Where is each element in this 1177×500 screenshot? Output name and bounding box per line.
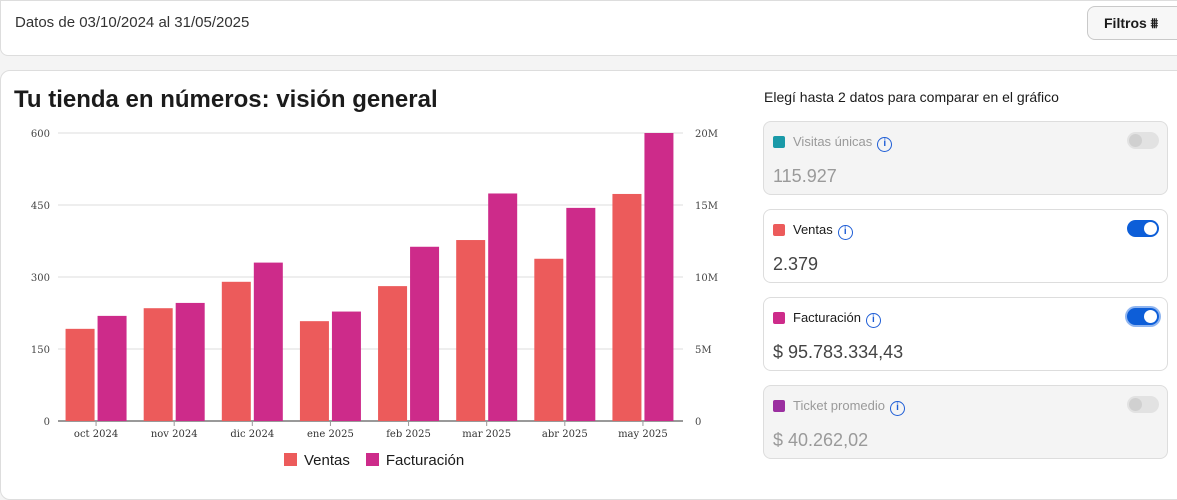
metric-toggle[interactable] xyxy=(1127,220,1159,237)
bar-ventas[interactable] xyxy=(65,328,95,421)
metric-value: $ 95.783.334,43 xyxy=(773,342,904,362)
color-swatch xyxy=(773,312,785,324)
y-tick-right: 20M xyxy=(695,129,718,140)
x-tick-label: may 2025 xyxy=(618,429,668,440)
legend-ventas[interactable]: Ventas xyxy=(284,452,350,469)
bar-ventas[interactable] xyxy=(534,258,564,421)
panel-title: Elegí hasta 2 datos para comparar en el … xyxy=(764,89,1059,105)
legend-facturacion[interactable]: Facturación xyxy=(365,452,465,469)
y-tick-left: 600 xyxy=(31,129,50,140)
metric-toggle[interactable] xyxy=(1127,308,1159,325)
info-icon[interactable]: i xyxy=(865,313,881,328)
metric-label-text: Facturación xyxy=(793,310,861,325)
y-tick-left: 150 xyxy=(31,345,50,356)
legend-swatch xyxy=(284,453,297,466)
bar-ventas[interactable] xyxy=(456,240,486,421)
y-tick-left: 450 xyxy=(31,201,50,212)
top-bar: Datos de 03/10/2024 al 31/05/2025 Filtro… xyxy=(0,0,1177,56)
color-swatch xyxy=(773,400,785,412)
y-tick-right: 5M xyxy=(695,345,712,356)
filters-button[interactable]: Filtros ⩩ xyxy=(1087,6,1177,40)
y-tick-right: 0 xyxy=(695,417,701,428)
metric-label-text: Ventas xyxy=(793,222,833,237)
legend-swatch xyxy=(365,453,379,466)
info-icon[interactable]: i xyxy=(837,225,853,240)
legend-label: Facturación xyxy=(385,452,465,469)
page-title: Tu tienda en números: visión general xyxy=(14,86,438,113)
bar-ventas[interactable] xyxy=(612,193,642,421)
metric-label-text: Visitas únicas xyxy=(793,134,873,149)
color-swatch xyxy=(773,136,785,148)
y-tick-right: 15M xyxy=(695,201,718,212)
metric-card[interactable]: Facturación i $ 95.783.334,43 xyxy=(763,297,1168,371)
metric-card[interactable]: Ventas i 2.379 xyxy=(763,209,1168,283)
bar-facturacion[interactable] xyxy=(97,315,127,421)
legend-label: Ventas xyxy=(304,452,350,469)
bar-facturacion[interactable] xyxy=(175,302,205,421)
x-tick-label: oct 2024 xyxy=(74,429,118,440)
metric-label: Ticket promedio i xyxy=(793,398,905,416)
metric-value: 115.927 xyxy=(773,166,837,186)
bar-ventas[interactable] xyxy=(378,286,408,421)
x-tick-label: mar 2025 xyxy=(462,429,511,440)
bar-ventas[interactable] xyxy=(221,281,251,421)
x-tick-label: feb 2025 xyxy=(386,429,431,440)
metric-toggle[interactable] xyxy=(1127,396,1159,413)
y-tick-left: 0 xyxy=(44,417,50,428)
metric-label: Visitas únicas i xyxy=(793,134,893,152)
info-icon[interactable]: i xyxy=(890,401,905,416)
x-tick-label: ene 2025 xyxy=(307,429,354,440)
bar-facturacion[interactable] xyxy=(488,193,518,421)
bar-ventas[interactable] xyxy=(299,321,329,421)
bar-facturacion[interactable] xyxy=(331,311,361,421)
bar-ventas[interactable] xyxy=(143,308,173,421)
metric-value: 2.379 xyxy=(773,254,819,274)
color-swatch xyxy=(773,224,785,236)
metric-card[interactable]: Ticket promedio i $ 40.262,02 xyxy=(763,385,1168,459)
chart-legend: Ventas Facturación xyxy=(284,452,464,469)
bar-chart: 0 0 150 5M 300 10M 450 15M 600 20M oct 2024 nov 202… xyxy=(31,129,718,440)
metric-label: Facturación i xyxy=(793,310,881,328)
x-tick-label: dic 2024 xyxy=(230,429,274,440)
metric-value: $ 40.262,02 xyxy=(773,430,869,450)
y-tick-right: 10M xyxy=(695,273,718,284)
bar-facturacion[interactable] xyxy=(644,133,674,421)
metric-card[interactable]: Visitas únicas i 115.927 xyxy=(763,121,1168,195)
metric-label: Ventas i xyxy=(793,222,853,240)
x-tick-label: abr 2025 xyxy=(542,429,588,440)
x-tick-label: nov 2024 xyxy=(151,429,198,440)
bar-facturacion[interactable] xyxy=(410,246,440,421)
date-range: Datos de 03/10/2024 al 31/05/2025 xyxy=(15,14,250,31)
bar-facturacion[interactable] xyxy=(566,207,596,421)
y-tick-left: 300 xyxy=(31,273,50,284)
info-icon[interactable]: i xyxy=(877,137,893,152)
metric-label-text: Ticket promedio xyxy=(793,398,885,413)
metric-toggle[interactable] xyxy=(1127,132,1159,149)
bar-facturacion[interactable] xyxy=(253,262,283,421)
